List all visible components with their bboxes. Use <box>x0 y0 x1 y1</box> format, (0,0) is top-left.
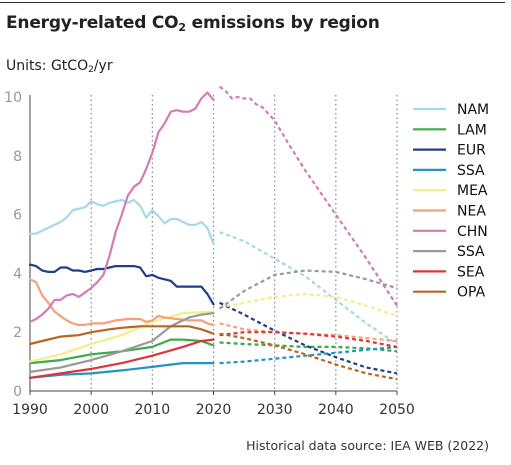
x-tick-label-2010: 2010 <box>135 402 171 418</box>
legend-label-ssa: SSA <box>457 163 485 179</box>
units-suffix: /yr <box>93 58 113 74</box>
legend-label-sea: SEA <box>457 264 485 280</box>
chart-title-suffix: emissions by region <box>185 13 380 33</box>
legend-label-mea: MEA <box>457 183 488 199</box>
legend-label-lam: LAM <box>457 122 487 138</box>
series-line-projection-nam <box>219 231 398 345</box>
legend-label-nam: NAM <box>457 102 489 118</box>
chart-title-subscript: 2 <box>178 21 186 34</box>
y-tick-label-2: 2 <box>13 325 22 341</box>
series-line-projection-eur <box>219 301 398 375</box>
series-line-historical-lam <box>28 338 215 365</box>
top-rule <box>0 2 505 3</box>
series-line-projection-sea <box>219 331 398 348</box>
units-label: Units: GtCO2/yr <box>6 58 113 75</box>
series-line-historical-ssa <box>28 362 215 379</box>
series-line-historical-chn <box>28 91 215 323</box>
units-subscript: 2 <box>88 65 94 75</box>
series-line-projection-ssa <box>218 269 398 310</box>
series-line-historical-opa <box>28 325 215 346</box>
legend-label-nea: NEA <box>457 204 486 220</box>
chart-title-prefix: Energy-related CO <box>6 13 179 33</box>
series-8-sea <box>28 331 398 379</box>
series-line-historical-ssa <box>28 312 215 373</box>
y-tick-label-0: 0 <box>13 384 22 400</box>
series-line-historical-sea <box>28 338 215 379</box>
series-line-projection-opa <box>219 332 398 381</box>
chart-title: Energy-related CO2 emissions by region <box>6 13 380 34</box>
legend-label-opa: OPA <box>457 285 486 301</box>
x-tick-label-1990: 1990 <box>12 402 48 418</box>
series-line-historical-nea <box>28 278 215 326</box>
series-line-projection-ssa <box>219 345 398 365</box>
series-2-eur <box>28 263 398 375</box>
series-line-projection-chn <box>218 85 398 307</box>
series-line-projection-lam <box>219 341 398 353</box>
x-tick-label-2000: 2000 <box>73 402 109 418</box>
series-line-historical-nam <box>28 198 215 246</box>
legend-label-chn: CHN <box>457 224 488 240</box>
y-tick-label-10: 10 <box>4 90 22 106</box>
x-tick-label-2020: 2020 <box>196 402 232 418</box>
x-tick-label-2050: 2050 <box>379 402 415 418</box>
source-note: Historical data source: IEA WEB (2022) <box>246 438 489 453</box>
series-7-ssa <box>28 269 398 373</box>
series-line-historical-mea <box>28 310 215 363</box>
x-tick-label-2040: 2040 <box>318 402 354 418</box>
series-line-historical-eur <box>28 263 215 306</box>
series-6-chn <box>28 85 398 323</box>
series-4-mea <box>28 292 398 363</box>
series-0-nam <box>28 198 398 345</box>
units-prefix: Units: GtCO <box>6 58 89 74</box>
series-line-projection-mea <box>219 292 398 318</box>
y-tick-label-6: 6 <box>13 208 22 224</box>
series-9-opa <box>28 325 398 381</box>
y-tick-label-4: 4 <box>13 266 22 282</box>
legend-label-ssa: SSA <box>457 244 485 260</box>
legend: NAM LAM EUR SSA MEA NEA CHN SSA SEA OPA <box>413 102 489 301</box>
x-tick-label-2030: 2030 <box>257 402 293 418</box>
y-tick-label-8: 8 <box>13 149 22 165</box>
legend-label-eur: EUR <box>457 143 486 159</box>
